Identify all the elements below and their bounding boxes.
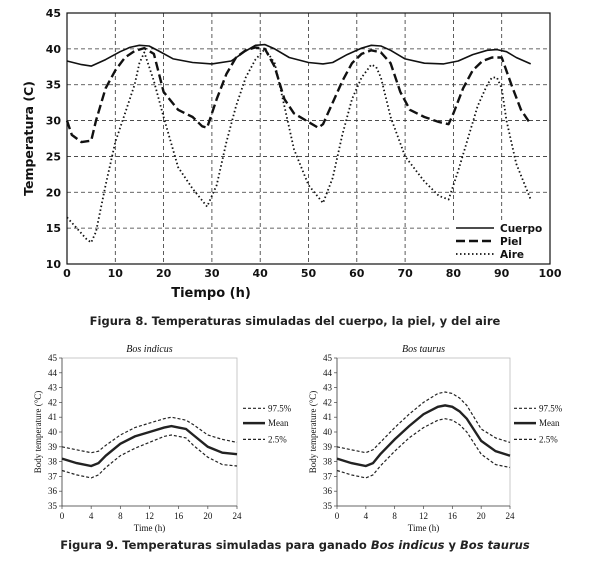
legend-box bbox=[452, 220, 548, 262]
y-axis-label: Temperatura (C) bbox=[21, 81, 36, 196]
y-tick-label: 39 bbox=[323, 442, 333, 452]
y-tick-label: 37 bbox=[323, 471, 333, 481]
y-tick-label: 30 bbox=[46, 115, 62, 128]
y-tick-label: 35 bbox=[323, 501, 333, 511]
x-axis-label: Time (h) bbox=[134, 523, 165, 533]
y-tick-label: 40 bbox=[46, 43, 62, 56]
y-axis-label: Body temperature (°C) bbox=[33, 391, 43, 474]
series-line-lower bbox=[61, 434, 238, 479]
legend-label-upper: 97.5% bbox=[539, 403, 563, 413]
y-tick-label: 38 bbox=[323, 457, 333, 467]
x-tick-label: 10 bbox=[108, 267, 124, 280]
figure-8-caption: Figura 8. Temperaturas simuladas del cue… bbox=[0, 314, 590, 328]
x-tick-label: 60 bbox=[349, 267, 365, 280]
y-tick-label: 43 bbox=[323, 383, 333, 393]
y-tick-label: 42 bbox=[323, 397, 332, 407]
series-line-lower bbox=[336, 418, 511, 479]
series-line-upper bbox=[61, 416, 238, 454]
x-tick-label: 30 bbox=[204, 267, 220, 280]
legend-label-lower: 2.5% bbox=[539, 434, 558, 444]
x-tick-label: 8 bbox=[118, 511, 123, 521]
x-tick-label: 20 bbox=[203, 511, 213, 521]
series-line-piel bbox=[65, 46, 532, 144]
figure-9-caption: Figura 9. Temperaturas simuladas para ga… bbox=[0, 538, 590, 552]
x-tick-label: 24 bbox=[506, 511, 516, 521]
chart-bos-indicus: Bos indicus 35 36 37 38 39 40 41 42 43 44 45 0 4 8 12 16… bbox=[33, 344, 292, 533]
plot-frame bbox=[66, 12, 551, 265]
y-tick-label: 45 bbox=[48, 353, 58, 363]
y-tick-label: 36 bbox=[323, 486, 333, 496]
y-tick-label: 45 bbox=[323, 353, 333, 363]
x-tick-label: 4 bbox=[364, 511, 369, 521]
x-tick-label: 0 bbox=[335, 511, 340, 521]
legend-label-mean: Mean bbox=[268, 418, 289, 428]
series-line-cuerpo bbox=[66, 43, 532, 67]
x-tick-label: 16 bbox=[174, 511, 184, 521]
series-line-aire bbox=[66, 48, 532, 244]
y-axis-label: Body temperature (°C) bbox=[308, 391, 318, 474]
panel-title: Bos taurus bbox=[402, 344, 445, 355]
series-line-mean bbox=[336, 404, 511, 468]
x-tick-label: 0 bbox=[60, 511, 65, 521]
x-tick-label: 12 bbox=[145, 511, 154, 521]
legend-label-mean: Mean bbox=[539, 418, 560, 428]
legend-label-piel: Piel bbox=[500, 236, 522, 248]
figure-9-caption-species-2: Bos taurus bbox=[460, 538, 530, 552]
chart-bos-taurus: Bos taurus 35 36 37 38 39 40 41 42 43 44 45 0 4 8 12 16 2… bbox=[308, 344, 563, 533]
x-tick-label: 16 bbox=[448, 511, 458, 521]
x-tick-label: 8 bbox=[392, 511, 397, 521]
legend-label-aire: Aire bbox=[500, 249, 524, 261]
series-line-mean bbox=[61, 424, 238, 468]
legend-label-cuerpo: Cuerpo bbox=[500, 223, 542, 235]
figure-9-caption-pre: Figura 9. Temperaturas simuladas para ga… bbox=[60, 538, 371, 552]
x-axis-label: Tiempo (h) bbox=[171, 286, 251, 301]
y-tick-label: 42 bbox=[48, 397, 57, 407]
y-tick-label: 15 bbox=[46, 222, 61, 235]
y-tick-label: 44 bbox=[323, 368, 333, 378]
y-tick-label: 20 bbox=[46, 186, 62, 199]
x-tick-label: 90 bbox=[494, 267, 510, 280]
x-tick-label: 20 bbox=[477, 511, 487, 521]
figure-9-caption-mid: y bbox=[444, 538, 461, 552]
y-tick-label: 41 bbox=[48, 412, 57, 422]
y-tick-label: 41 bbox=[323, 412, 332, 422]
y-tick-label: 10 bbox=[46, 258, 62, 271]
y-tick-label: 38 bbox=[48, 457, 58, 467]
x-tick-label: 70 bbox=[397, 267, 413, 280]
y-tick-label: 25 bbox=[46, 150, 61, 163]
x-axis-label: Time (h) bbox=[408, 523, 439, 533]
x-tick-label: 4 bbox=[89, 511, 94, 521]
x-tick-label: 20 bbox=[156, 267, 172, 280]
x-tick-label: 12 bbox=[419, 511, 428, 521]
legend-label-upper: 97.5% bbox=[268, 403, 292, 413]
figure-8-caption-text: Figura 8. Temperaturas simuladas del cue… bbox=[89, 314, 501, 328]
y-tick-label: 45 bbox=[46, 7, 61, 20]
y-tick-label: 35 bbox=[46, 79, 61, 92]
y-tick-label: 39 bbox=[48, 442, 58, 452]
plot-frame bbox=[336, 357, 511, 507]
y-tick-label: 37 bbox=[48, 471, 58, 481]
x-tick-label: 50 bbox=[301, 267, 317, 280]
y-tick-label: 40 bbox=[48, 427, 58, 437]
figure-9-caption-species-1: Bos indicus bbox=[370, 538, 445, 552]
series-line-upper bbox=[336, 391, 511, 454]
panel-title: Bos indicus bbox=[126, 344, 172, 355]
x-tick-label: 0 bbox=[63, 267, 71, 280]
y-tick-label: 36 bbox=[48, 486, 58, 496]
y-tick-label: 35 bbox=[48, 501, 58, 511]
x-tick-label: 24 bbox=[233, 511, 243, 521]
y-tick-label: 44 bbox=[48, 368, 58, 378]
legend-label-lower: 2.5% bbox=[268, 434, 287, 444]
y-tick-label: 40 bbox=[323, 427, 333, 437]
x-tick-label: 100 bbox=[539, 267, 562, 280]
x-tick-label: 80 bbox=[446, 267, 462, 280]
y-tick-label: 43 bbox=[48, 383, 58, 393]
x-tick-label: 40 bbox=[253, 267, 269, 280]
